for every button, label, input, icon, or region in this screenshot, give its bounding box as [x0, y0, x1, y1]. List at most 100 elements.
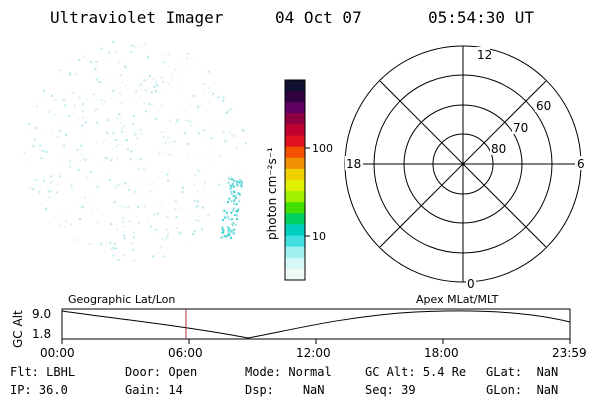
aurora-pixel — [208, 91, 210, 93]
timeline-y-label: GC Alt — [11, 310, 25, 348]
aurora-pixel — [83, 55, 84, 57]
auroral-image — [23, 40, 247, 262]
aurora-pixel — [187, 52, 189, 55]
aurora-pixel — [204, 140, 206, 142]
aurora-pixel — [106, 92, 108, 94]
aurora-pixel — [134, 132, 137, 135]
aurora-pixel — [194, 184, 195, 186]
aurora-pixel — [235, 210, 238, 213]
aurora-pixel — [151, 104, 153, 106]
aurora-pixel — [151, 226, 153, 227]
aurora-pixel — [166, 228, 168, 231]
aurora-pixel — [212, 92, 215, 95]
aurora-pixel — [73, 104, 76, 107]
aurora-pixel — [231, 182, 234, 185]
aurora-pixel — [221, 226, 224, 229]
aurora-pixel — [230, 192, 233, 195]
aurora-pixel — [195, 204, 197, 206]
aurora-pixel — [174, 68, 177, 71]
aurora-pixel — [33, 138, 36, 141]
aurora-pixel — [34, 127, 37, 129]
aurora-pixel — [216, 98, 218, 100]
aurora-pixel — [40, 203, 42, 205]
aurora-pixel — [74, 159, 76, 161]
aurora-pixel — [232, 221, 235, 224]
aurora-pixel — [95, 60, 98, 63]
aurora-pixel — [233, 179, 236, 182]
aurora-pixel — [162, 200, 164, 202]
aurora-pixel — [169, 168, 171, 170]
aurora-pixel — [160, 246, 163, 249]
aurora-pixel — [96, 208, 98, 210]
aurora-pixel — [166, 235, 169, 238]
aurora-pixel — [118, 251, 120, 253]
aurora-pixel — [134, 46, 137, 49]
aurora-pixel — [195, 219, 198, 222]
aurora-pixel — [82, 205, 85, 208]
aurora-pixel — [229, 108, 232, 111]
aurora-pixel — [112, 254, 115, 256]
aurora-pixel — [163, 61, 166, 64]
status-flt: Flt: LBHL — [10, 365, 76, 379]
aurora-pixel — [225, 186, 227, 188]
aurora-pixel — [172, 86, 174, 88]
aurora-pixel — [127, 206, 130, 209]
aurora-pixel — [234, 194, 237, 197]
aurora-pixel — [70, 137, 72, 139]
aurora-pixel — [152, 77, 155, 80]
aurora-pixel — [100, 98, 103, 101]
aurora-pixel — [63, 144, 66, 147]
aurora-pixel — [236, 218, 238, 221]
aurora-pixel — [125, 139, 128, 141]
aurora-pixel — [137, 182, 139, 184]
aurora-pixel — [151, 163, 153, 165]
aurora-pixel — [76, 239, 79, 241]
aurora-pixel — [119, 92, 122, 95]
aurora-pixel — [118, 60, 121, 63]
aurora-pixel — [56, 121, 58, 123]
aurora-pixel — [62, 98, 65, 101]
aurora-pixel — [94, 68, 97, 71]
colorbar-segment — [285, 224, 305, 237]
aurora-pixel — [131, 44, 134, 47]
aurora-pixel — [54, 113, 57, 116]
aurora-pixel — [135, 90, 138, 93]
aurora-pixel — [25, 158, 27, 160]
aurora-pixel — [238, 193, 241, 196]
aurora-pixel — [197, 190, 199, 192]
aurora-pixel — [153, 213, 156, 216]
aurora-pixel — [69, 223, 72, 226]
aurora-pixel — [51, 117, 53, 118]
aurora-pixel — [108, 179, 111, 182]
aurora-pixel — [213, 218, 215, 220]
aurora-pixel — [49, 175, 52, 178]
aurora-pixel — [203, 152, 205, 154]
aurora-pixel — [152, 184, 154, 186]
aurora-pixel — [232, 209, 235, 212]
aurora-pixel — [204, 190, 206, 192]
colorbar-frame — [284, 79, 306, 281]
aurora-pixel — [75, 109, 77, 110]
aurora-pixel — [100, 243, 103, 246]
aurora-pixel — [156, 84, 159, 87]
aurora-pixel — [104, 139, 106, 141]
aurora-pixel — [207, 70, 210, 73]
aurora-pixel — [204, 186, 206, 188]
aurora-pixel — [157, 253, 158, 255]
aurora-pixel — [223, 209, 226, 212]
aurora-pixel — [130, 150, 133, 153]
date-label: 04 Oct 07 — [275, 8, 362, 27]
aurora-pixel — [110, 248, 113, 251]
colorbar-segment — [285, 80, 305, 92]
aurora-pixel — [95, 78, 98, 81]
aurora-pixel — [70, 120, 72, 122]
aurora-pixel — [75, 73, 78, 76]
aurora-pixel — [65, 134, 68, 136]
aurora-pixel — [144, 42, 147, 45]
aurora-pixel — [195, 206, 198, 208]
aurora-pixel — [124, 182, 127, 185]
aurora-pixel — [229, 184, 232, 187]
aurora-pixel — [139, 158, 142, 161]
aurora-pixel — [238, 181, 241, 184]
aurora-pixel — [209, 124, 211, 126]
